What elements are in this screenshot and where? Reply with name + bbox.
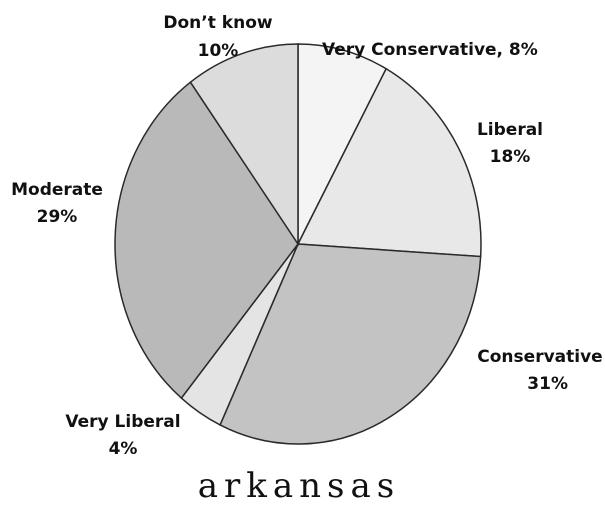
label-conservative-pct: 31%: [527, 374, 568, 394]
label-moderate-pct: 29%: [37, 207, 78, 227]
label-dont-know-pct: 10%: [198, 41, 239, 61]
label-very-conservative: Very Conservative, 8%: [322, 40, 538, 60]
pie-slice-very-conservative: [297, 43, 388, 245]
pie-slices: [114, 43, 482, 445]
label-very-liberal-pct: 4%: [109, 439, 138, 459]
label-conservative-name: Conservative: [477, 347, 602, 367]
label-dont-know-name: Don’t know: [163, 13, 272, 33]
label-moderate-name: Moderate: [11, 180, 103, 200]
pie-slice-moderate: [114, 81, 299, 400]
pie-slice-don-t-know: [189, 43, 299, 247]
pie-slice-conservative: [219, 243, 482, 445]
label-very-liberal-name: Very Liberal: [65, 412, 180, 432]
label-liberal-name: Liberal: [477, 120, 543, 140]
pie-slice-liberal: [296, 67, 482, 258]
chart-title: arkansas: [198, 466, 400, 506]
label-liberal-pct: 18%: [490, 147, 531, 167]
